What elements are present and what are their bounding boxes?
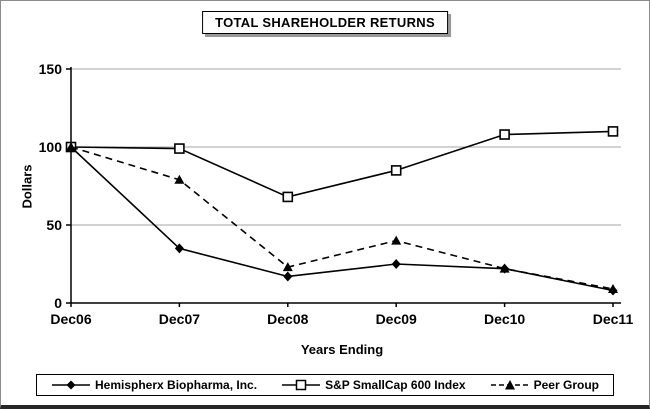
square-marker-icon — [174, 143, 185, 154]
y-tick-label: 150 — [39, 61, 63, 77]
triangle-dashed-line-icon — [490, 380, 529, 390]
legend-item-peer-group: Peer Group — [490, 378, 599, 392]
x-tick-label: Dec06 — [50, 311, 91, 327]
square-marker-icon — [499, 129, 510, 140]
triangle-marker-icon — [391, 235, 402, 245]
triangle-marker-icon — [608, 283, 618, 293]
legend-item-sp-smallcap: S&P SmallCap 600 Index — [281, 378, 466, 392]
x-tick-label: Dec10 — [484, 311, 525, 327]
triangle-marker-icon — [174, 174, 185, 184]
square-line-icon — [282, 379, 321, 391]
diamond-line-icon — [52, 380, 90, 390]
legend-item-hemispherx: Hemispherx Biopharma, Inc. — [51, 378, 257, 392]
square-marker-icon — [607, 126, 619, 137]
square-marker-icon — [390, 165, 402, 176]
diamond-marker-icon — [283, 271, 293, 282]
x-tick-label: Dec07 — [159, 311, 200, 327]
legend-label: S&P SmallCap 600 Index — [325, 378, 466, 392]
series-line-diamond — [70, 146, 614, 292]
square-marker-icon — [282, 191, 294, 203]
diamond-marker-icon — [391, 259, 401, 269]
diamond-marker-icon — [174, 243, 184, 254]
y-tick-label: 50 — [46, 217, 62, 233]
triangle-marker-icon — [66, 142, 76, 151]
x-tick-label: Dec11 — [593, 311, 634, 327]
x-axis-title: Years Ending — [300, 342, 384, 357]
x-tick-label: Dec08 — [267, 311, 308, 327]
y-axis-title: Dollars — [19, 164, 35, 209]
triangle-marker-icon — [282, 262, 293, 272]
legend-label: Peer Group — [533, 378, 599, 392]
x-tick-label: Dec09 — [376, 311, 417, 327]
triangle-marker-icon — [499, 263, 510, 273]
legend: Hemispherx Biopharma, Inc. S&P SmallCap … — [36, 374, 614, 396]
chart-title: TOTAL SHAREHOLDER RETURNS — [202, 11, 448, 34]
y-tick-label: 100 — [39, 139, 63, 155]
y-tick-label: 0 — [54, 295, 62, 311]
legend-label: Hemispherx Biopharma, Inc. — [95, 378, 258, 392]
series-line-square-open — [70, 130, 614, 198]
series-line-triangle — [70, 146, 614, 290]
